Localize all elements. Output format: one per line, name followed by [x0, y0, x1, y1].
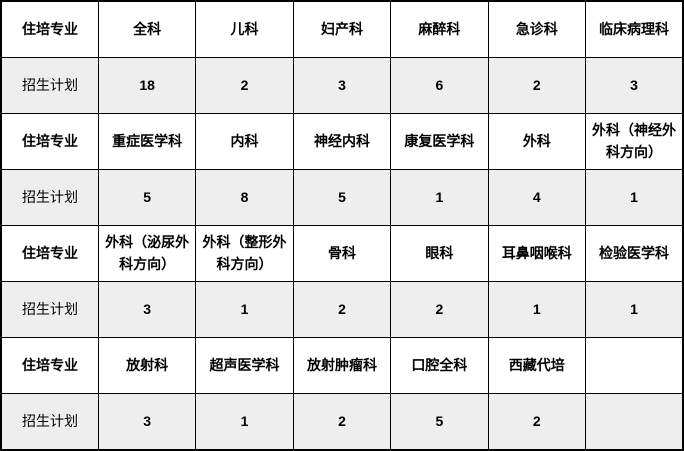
specialty-cell: 儿科: [195, 0, 294, 58]
specialty-cell: 外科（整形外科方向）: [195, 225, 294, 282]
row-header-specialty: 住培专业: [0, 225, 99, 282]
row-header-specialty: 住培专业: [0, 113, 99, 170]
specialty-cell: 临床病理科: [585, 0, 684, 58]
row-header-plan: 招生计划: [0, 393, 99, 451]
plan-row: 招生计划 3 1 2 2 1 1: [0, 281, 684, 338]
specialty-cell: 重症医学科: [97, 113, 197, 170]
specialty-cell: 放射肿瘤科: [292, 337, 392, 394]
plan-value-cell: 2: [292, 393, 392, 451]
specialty-row: 住培专业 放射科 超声医学科 放射肿瘤科 口腔全科 西藏代培: [0, 337, 684, 394]
specialty-cell: 西藏代培: [487, 337, 587, 394]
specialty-cell: 内科: [195, 113, 294, 170]
row-header-plan: 招生计划: [0, 281, 99, 338]
plan-value-cell: 18: [97, 57, 197, 114]
specialty-cell: 口腔全科: [390, 337, 489, 394]
plan-value-cell: 2: [487, 57, 587, 114]
specialty-cell: 神经内科: [292, 113, 392, 170]
plan-value-cell: 2: [292, 281, 392, 338]
plan-value-cell: 1: [487, 281, 587, 338]
specialty-cell: 放射科: [97, 337, 197, 394]
plan-value-cell: 1: [195, 281, 294, 338]
specialty-row: 住培专业 外科（泌尿外科方向） 外科（整形外科方向） 骨科 眼科 耳鼻咽喉科 检验医学科: [0, 225, 684, 282]
specialty-cell: 外科（泌尿外科方向）: [97, 225, 197, 282]
plan-value-cell: 2: [195, 57, 294, 114]
plan-value-cell: 8: [195, 169, 294, 226]
plan-value-cell: [585, 393, 684, 451]
specialty-cell: 外科（神经外科方向）: [585, 113, 684, 170]
row-header-plan: 招生计划: [0, 169, 99, 226]
row-header-plan: 招生计划: [0, 57, 99, 114]
plan-value-cell: 4: [487, 169, 587, 226]
specialty-cell: 外科: [487, 113, 587, 170]
plan-row: 招生计划 3 1 2 5 2: [0, 393, 684, 451]
specialty-cell: 眼科: [390, 225, 489, 282]
row-header-specialty: 住培专业: [0, 0, 99, 58]
row-header-specialty: 住培专业: [0, 337, 99, 394]
plan-value-cell: 3: [292, 57, 392, 114]
specialty-cell: 耳鼻咽喉科: [487, 225, 587, 282]
plan-value-cell: 6: [390, 57, 489, 114]
specialty-cell: 检验医学科: [585, 225, 684, 282]
specialty-row: 住培专业 全科 儿科 妇产科 麻醉科 急诊科 临床病理科: [0, 0, 684, 58]
plan-value-cell: 1: [585, 169, 684, 226]
plan-value-cell: 2: [390, 281, 489, 338]
specialty-row: 住培专业 重症医学科 内科 神经内科 康复医学科 外科 外科（神经外科方向）: [0, 113, 684, 170]
specialty-cell: 妇产科: [292, 0, 392, 58]
plan-value-cell: 5: [390, 393, 489, 451]
specialty-cell: 麻醉科: [390, 0, 489, 58]
specialty-cell: 康复医学科: [390, 113, 489, 170]
plan-value-cell: 1: [390, 169, 489, 226]
plan-row: 招生计划 5 8 5 1 4 1: [0, 169, 684, 226]
specialty-cell: 骨科: [292, 225, 392, 282]
plan-value-cell: 3: [97, 281, 197, 338]
specialty-cell: [585, 337, 684, 394]
plan-value-cell: 3: [97, 393, 197, 451]
plan-value-cell: 3: [585, 57, 684, 114]
specialty-cell: 超声医学科: [195, 337, 294, 394]
plan-value-cell: 1: [585, 281, 684, 338]
specialty-cell: 全科: [97, 0, 197, 58]
plan-value-cell: 5: [97, 169, 197, 226]
plan-row: 招生计划 18 2 3 6 2 3: [0, 57, 684, 114]
plan-value-cell: 2: [487, 393, 587, 451]
specialty-cell: 急诊科: [487, 0, 587, 58]
plan-value-cell: 5: [292, 169, 392, 226]
plan-value-cell: 1: [195, 393, 294, 451]
